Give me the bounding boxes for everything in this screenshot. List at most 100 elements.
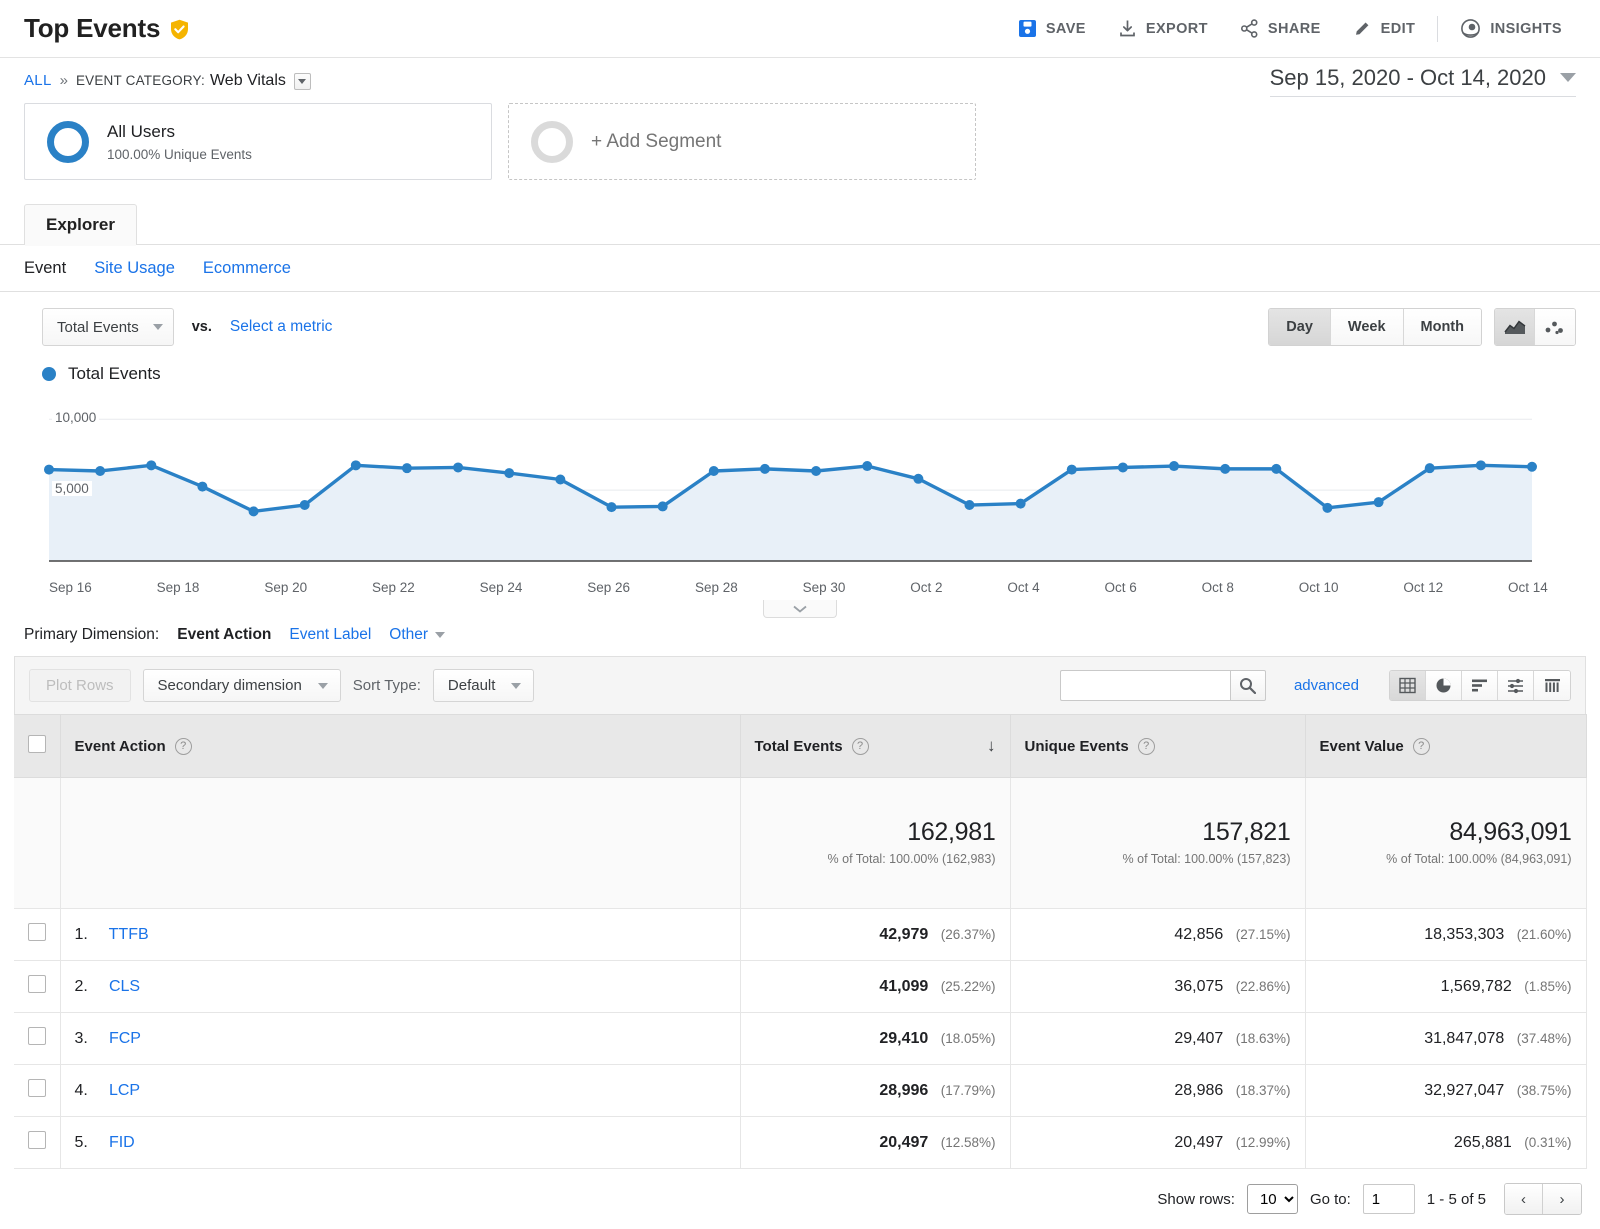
share-button[interactable]: SHARE (1224, 11, 1337, 46)
chart-data-point[interactable] (1220, 463, 1231, 474)
chart-data-point[interactable] (1527, 461, 1537, 472)
export-button[interactable]: EXPORT (1102, 11, 1224, 46)
help-icon[interactable]: ? (1412, 737, 1430, 755)
search-button[interactable] (1229, 670, 1266, 701)
row-link[interactable]: LCP (108, 1081, 141, 1099)
row-checkbox[interactable] (28, 923, 46, 941)
chart-resize-handle[interactable] (763, 600, 837, 618)
chart-data-point[interactable] (811, 465, 822, 476)
show-rows-select[interactable]: 10 (1246, 1184, 1298, 1214)
segment-all-users[interactable]: All Users 100.00% Unique Events (24, 103, 492, 180)
events-over-time-chart[interactable]: 10,000 5,000 Sep 16 Sep 18 Sep 20 Sep 22 Sep… (24, 390, 1576, 618)
chart-data-point[interactable] (299, 500, 310, 511)
chart-data-point[interactable] (964, 500, 975, 511)
primary-dimension-other-label: Other (389, 626, 429, 643)
subtab-event[interactable]: Event (24, 259, 67, 277)
primary-metric-select[interactable]: Total Events (42, 308, 174, 346)
chart-data-point[interactable] (44, 464, 54, 475)
chart-data-point[interactable] (197, 481, 208, 492)
row-checkbox[interactable] (28, 975, 46, 993)
primary-dimension-event-label[interactable]: Event Label (289, 626, 372, 643)
previous-page-icon[interactable]: ‹ (1505, 1184, 1543, 1214)
chart-data-point[interactable] (146, 460, 157, 471)
secondary-dimension-label: Secondary dimension (157, 677, 302, 694)
date-range-picker[interactable]: Sep 15, 2020 - Oct 14, 2020 (1269, 65, 1576, 97)
subtab-site-usage[interactable]: Site Usage (94, 259, 175, 277)
totals-value: 84,963,091 (1449, 818, 1572, 846)
performance-bar-view-icon[interactable] (1462, 671, 1498, 700)
chart-data-point[interactable] (1015, 498, 1026, 509)
row-percent: (37.48%) (1516, 1030, 1572, 1046)
chart-data-point[interactable] (1066, 464, 1077, 475)
chart-data-point[interactable] (657, 501, 668, 512)
edit-button[interactable]: EDIT (1337, 11, 1432, 46)
chart-data-point[interactable] (913, 473, 924, 484)
save-button[interactable]: SAVE (1002, 11, 1102, 46)
row-link[interactable]: FID (108, 1133, 135, 1151)
vs-label: vs. (191, 319, 212, 335)
chart-data-point[interactable] (1117, 462, 1128, 473)
chart-data-point[interactable] (504, 468, 515, 479)
chart-data-point[interactable] (1322, 502, 1333, 513)
row-link[interactable]: TTFB (108, 925, 149, 943)
chart-data-point[interactable] (95, 465, 106, 476)
comparison-view-icon[interactable] (1498, 671, 1534, 700)
plot-rows-button[interactable]: Plot Rows (29, 669, 131, 702)
row-link[interactable]: FCP (108, 1029, 141, 1047)
pivot-view-icon[interactable] (1534, 671, 1570, 700)
pencil-edit-icon (1353, 19, 1372, 38)
help-icon[interactable]: ? (1137, 737, 1155, 755)
row-checkbox[interactable] (28, 1079, 46, 1097)
row-checkbox[interactable] (28, 1027, 46, 1045)
advanced-link[interactable]: advanced (1293, 677, 1359, 694)
chart-data-point[interactable] (401, 463, 412, 474)
primary-dimension-other[interactable]: Other (389, 626, 446, 644)
pie-chart-view-icon[interactable] (1426, 671, 1462, 700)
sort-type-select[interactable]: Default (432, 669, 535, 702)
chart-data-point[interactable] (1475, 460, 1486, 471)
select-all-checkbox[interactable] (28, 735, 46, 753)
help-icon[interactable]: ? (851, 737, 869, 755)
chart-data-point[interactable] (1373, 497, 1384, 508)
column-header-unique-events[interactable]: Unique Events ? (1010, 714, 1306, 778)
column-label: Total Events (754, 737, 843, 755)
chart-data-point[interactable] (1169, 461, 1180, 472)
chart-data-point[interactable] (606, 502, 617, 513)
row-link[interactable]: CLS (108, 977, 141, 995)
tab-explorer[interactable]: Explorer (24, 204, 137, 246)
chart-data-point[interactable] (248, 506, 259, 517)
granularity-week[interactable]: Week (1330, 309, 1404, 345)
chart-data-point[interactable] (759, 463, 770, 474)
column-header-event-action[interactable]: Event Action ? (60, 714, 741, 778)
help-icon[interactable]: ? (174, 737, 192, 755)
chart-data-point[interactable] (1424, 463, 1435, 474)
chart-data-point[interactable] (708, 465, 719, 476)
secondary-dimension-button[interactable]: Secondary dimension (142, 669, 341, 702)
search-input[interactable] (1059, 670, 1230, 701)
row-checkbox[interactable] (28, 1131, 46, 1149)
goto-input[interactable] (1362, 1184, 1415, 1214)
chart-data-point[interactable] (350, 460, 361, 471)
granularity-day[interactable]: Day (1269, 309, 1331, 345)
column-header-event-value[interactable]: Event Value ? (1305, 714, 1587, 778)
insights-button[interactable]: INSIGHTS (1444, 10, 1578, 47)
granularity-month[interactable]: Month (1403, 309, 1481, 345)
breadcrumb-all-link[interactable]: ALL (24, 72, 52, 89)
breadcrumb-dropdown-button[interactable] (293, 73, 311, 90)
chart-data-point[interactable] (862, 461, 873, 472)
line-chart-icon[interactable] (1495, 309, 1535, 345)
select-a-metric-link[interactable]: Select a metric (229, 318, 333, 335)
column-header-total-events[interactable]: Total Events ? ↓ (740, 714, 1011, 778)
next-page-icon[interactable]: › (1543, 1184, 1581, 1214)
scatter-chart-icon[interactable] (1535, 309, 1575, 345)
chart-data-point[interactable] (453, 462, 464, 473)
pagination-buttons: ‹ › (1504, 1183, 1582, 1215)
row-value: 32,927,047 (1424, 1081, 1505, 1099)
add-segment-button[interactable]: + Add Segment (508, 103, 976, 180)
primary-dimension-event-action[interactable]: Event Action (177, 626, 272, 643)
chevron-down-icon (1560, 73, 1576, 82)
table-view-icon[interactable] (1390, 671, 1426, 700)
subtab-ecommerce[interactable]: Ecommerce (202, 259, 291, 277)
chart-data-point[interactable] (555, 474, 566, 485)
chart-data-point[interactable] (1271, 463, 1282, 474)
